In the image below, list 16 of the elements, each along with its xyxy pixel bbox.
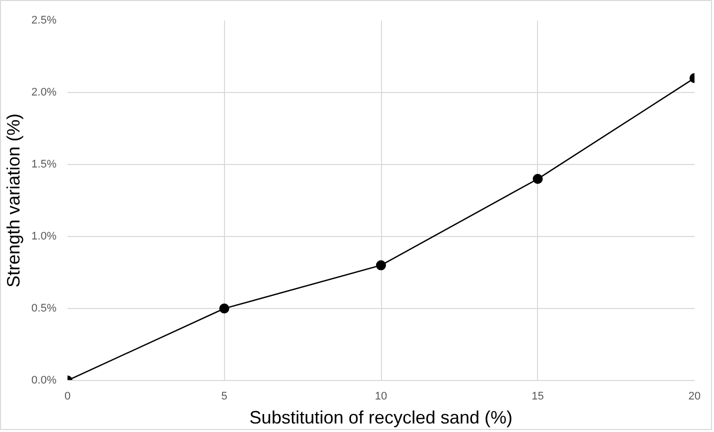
y-tick-label: 0.0% [31, 374, 57, 386]
y-tick-label: 0.5% [31, 302, 57, 314]
x-tick-label: 5 [221, 390, 228, 402]
y-tick-label: 2.5% [31, 14, 57, 26]
x-tick-label: 20 [688, 390, 701, 402]
y-axis-title: Strength variation (%) [3, 113, 24, 288]
x-tick-label: 10 [374, 390, 388, 402]
x-tick-label: 0 [64, 390, 71, 402]
point [219, 304, 230, 314]
point [532, 174, 543, 184]
x-axis-title: Substitution of recycled sand (%) [249, 408, 513, 428]
y-tick-label: 1.0% [31, 230, 57, 242]
y-tick-label: 2.0% [31, 86, 57, 98]
point [376, 260, 386, 270]
x-tick-label: 15 [532, 390, 544, 402]
y-tick-label: 1.5% [31, 158, 57, 170]
